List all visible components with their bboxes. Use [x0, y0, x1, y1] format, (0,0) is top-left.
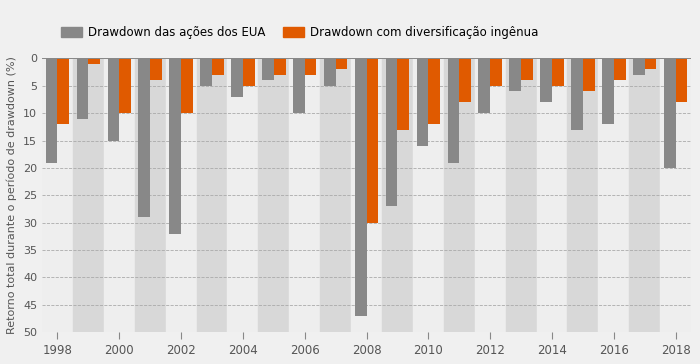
Bar	[169, 59, 181, 234]
Bar	[108, 59, 119, 141]
Bar	[42, 59, 73, 332]
Bar	[676, 59, 687, 102]
Bar	[355, 59, 367, 316]
Bar	[664, 59, 676, 168]
Bar	[228, 59, 258, 332]
Bar	[320, 59, 351, 332]
Bar	[293, 59, 304, 113]
Bar	[150, 59, 162, 80]
Bar	[200, 59, 212, 86]
Bar	[57, 59, 69, 124]
Bar	[46, 59, 57, 162]
Bar	[367, 59, 378, 223]
Bar	[447, 59, 459, 162]
Bar	[351, 59, 382, 332]
Bar	[416, 59, 428, 146]
Bar	[568, 59, 598, 332]
Legend: Drawdown das ações dos EUA, Drawdown com diversificação ingênua: Drawdown das ações dos EUA, Drawdown com…	[61, 26, 538, 39]
Bar	[88, 59, 100, 64]
Bar	[583, 59, 595, 91]
Bar	[413, 59, 444, 332]
Bar	[598, 59, 629, 332]
Bar	[262, 59, 274, 80]
Bar	[386, 59, 398, 206]
Bar	[289, 59, 320, 332]
Bar	[510, 59, 521, 91]
Bar	[552, 59, 564, 86]
Bar	[243, 59, 255, 86]
Bar	[119, 59, 131, 113]
Bar	[181, 59, 193, 113]
Bar	[335, 59, 347, 70]
Bar	[490, 59, 502, 86]
Bar	[274, 59, 286, 75]
Bar	[197, 59, 228, 332]
Y-axis label: Retorno total durante o período de drawdown (%): Retorno total durante o período de drawd…	[7, 56, 18, 334]
Bar	[602, 59, 614, 124]
Bar	[505, 59, 536, 332]
Bar	[475, 59, 505, 332]
Bar	[258, 59, 289, 332]
Bar	[629, 59, 660, 332]
Bar	[478, 59, 490, 113]
Bar	[633, 59, 645, 75]
Bar	[540, 59, 552, 102]
Bar	[428, 59, 440, 124]
Bar	[660, 59, 691, 332]
Bar	[324, 59, 335, 86]
Bar	[614, 59, 626, 80]
Bar	[166, 59, 197, 332]
Bar	[231, 59, 243, 97]
Bar	[459, 59, 471, 102]
Bar	[521, 59, 533, 80]
Bar	[304, 59, 316, 75]
Bar	[382, 59, 413, 332]
Bar	[645, 59, 657, 70]
Bar	[536, 59, 568, 332]
Bar	[134, 59, 166, 332]
Bar	[73, 59, 104, 332]
Bar	[444, 59, 475, 332]
Bar	[139, 59, 150, 217]
Bar	[76, 59, 88, 119]
Bar	[212, 59, 224, 75]
Bar	[104, 59, 134, 332]
Bar	[571, 59, 583, 130]
Bar	[398, 59, 410, 130]
